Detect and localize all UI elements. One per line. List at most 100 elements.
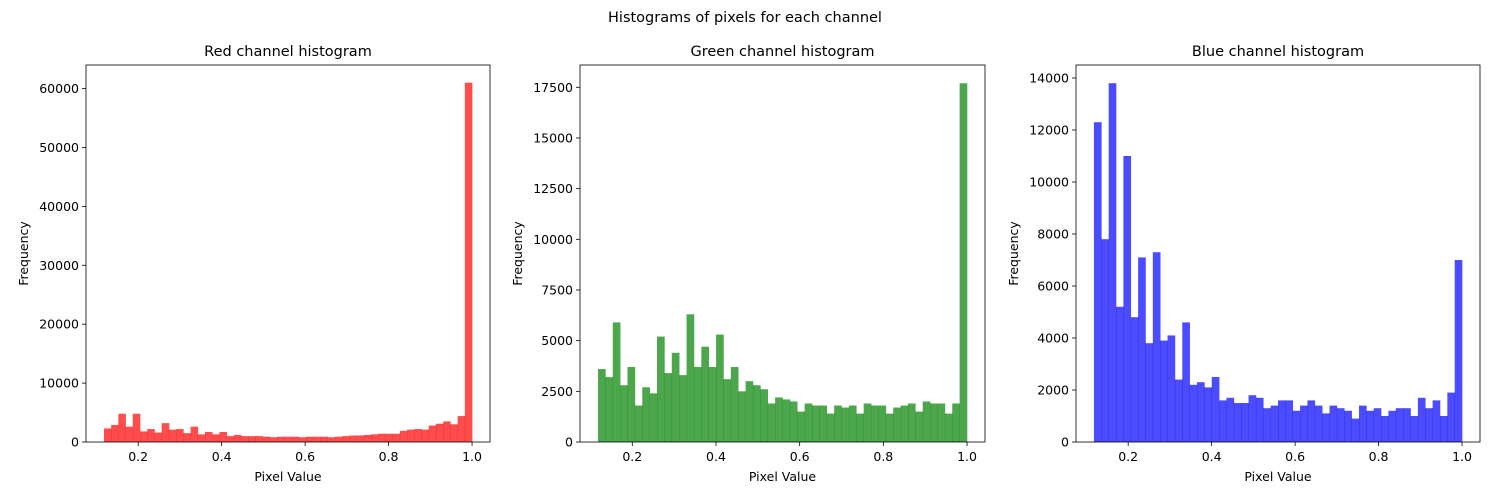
red-bar-35 (356, 435, 365, 442)
blue-y-tick-label-4: 8000 (1037, 227, 1069, 242)
blue-bar-15 (1204, 387, 1213, 442)
red-bar-47 (443, 421, 451, 442)
blue-bar-24 (1270, 405, 1279, 442)
green-bar-26 (789, 401, 798, 442)
red-x-tick-label-0: 0.2 (128, 449, 148, 464)
red-bar-39 (385, 433, 393, 442)
red-bar-44 (421, 429, 430, 442)
red-bar-1 (111, 424, 119, 442)
green-bar-20 (745, 381, 754, 442)
blue-chart-title: Blue channel histogram (1192, 44, 1364, 60)
blue-y-tick-label-2: 4000 (1037, 331, 1069, 346)
blue-x-tick-label-0: 0.2 (1118, 449, 1138, 464)
blue-bar-29 (1307, 400, 1316, 442)
blue-bar-4 (1123, 156, 1132, 442)
green-bar-41 (900, 405, 909, 442)
green-bar-16 (716, 334, 724, 442)
green-x-tick-label-3: 0.8 (873, 449, 893, 464)
red-bar-27 (298, 437, 307, 442)
green-bar-11 (679, 375, 687, 442)
blue-bar-32 (1329, 405, 1338, 442)
blue-x-axis-label: Pixel Value (1244, 469, 1312, 484)
blue-bar-5 (1130, 317, 1139, 442)
green-bar-27 (797, 411, 805, 442)
green-bar-21 (752, 385, 761, 442)
blue-bar-44 (1417, 397, 1426, 442)
green-bar-24 (775, 397, 783, 442)
red-bar-8 (161, 423, 170, 442)
blue-bar-23 (1263, 408, 1271, 442)
green-bar-12 (686, 314, 695, 442)
red-bar-50 (464, 82, 473, 443)
red-bar-19 (241, 436, 249, 442)
green-x-tick-label-1: 0.4 (706, 449, 726, 464)
green-bar-6 (642, 387, 650, 442)
blue-bar-12 (1182, 322, 1190, 442)
green-bar-9 (664, 373, 673, 442)
red-bar-30 (320, 436, 328, 442)
blue-bars (1093, 83, 1463, 442)
blue-bar-36 (1358, 405, 1367, 442)
blue-bar-6 (1138, 257, 1146, 442)
green-bar-32 (834, 405, 842, 442)
red-bar-11 (183, 433, 191, 442)
red-bar-10 (176, 429, 184, 442)
green-y-axis-label: Frequency (510, 221, 525, 286)
blue-bar-3 (1116, 306, 1124, 442)
red-y-tick-label-6: 60000 (39, 81, 79, 96)
blue-bar-1 (1101, 239, 1109, 442)
green-bar-2 (612, 322, 621, 442)
green-bar-43 (915, 411, 924, 442)
red-bar-24 (277, 436, 285, 442)
green-x-tick-label-4: 1.0 (957, 449, 977, 464)
green-bar-7 (649, 393, 658, 442)
blue-bar-45 (1425, 408, 1433, 442)
blue-y-axis-label: Frequency (1006, 221, 1021, 286)
green-bar-19 (738, 391, 746, 442)
green-bar-1 (605, 377, 614, 442)
blue-channel-chart: 0.2 0.4 0.6 0.8 1.0 0 2000 4000 6000 8000 10000 120… (1006, 44, 1481, 484)
blue-bar-28 (1300, 405, 1308, 442)
blue-bar-43 (1410, 416, 1419, 442)
blue-bar-47 (1439, 416, 1448, 442)
green-bar-38 (878, 405, 887, 442)
green-x-tick-label-2: 0.6 (790, 449, 810, 464)
red-bar-41 (399, 430, 408, 442)
green-y-tick-label-7: 17500 (533, 80, 573, 95)
blue-y-tick-label-0: 0 (1061, 435, 1069, 450)
green-y-tick-label-1: 2500 (541, 384, 573, 399)
green-bar-39 (885, 413, 894, 442)
green-x-axis-label: Pixel Value (749, 469, 817, 484)
green-y-tick-label-6: 15000 (533, 130, 573, 145)
blue-bar-40 (1388, 410, 1397, 442)
red-bar-46 (435, 423, 444, 442)
green-bar-25 (782, 399, 791, 442)
red-bar-26 (291, 436, 300, 442)
green-chart-title: Green channel histogram (690, 44, 874, 60)
red-bar-17 (226, 436, 235, 442)
red-bar-40 (392, 433, 401, 442)
red-bar-16 (219, 431, 227, 442)
blue-bar-18 (1226, 397, 1235, 442)
red-bar-6 (147, 429, 155, 442)
green-bar-42 (907, 403, 916, 442)
red-bar-25 (284, 436, 292, 442)
blue-bar-21 (1248, 395, 1257, 442)
red-bar-29 (313, 436, 321, 442)
blue-x-tick-label-1: 0.4 (1202, 449, 1222, 464)
red-channel-chart: 0.2 0.4 0.6 0.8 1.0 0 10000 20000 30000 40000 5000… (16, 44, 491, 484)
blue-bar-10 (1167, 335, 1176, 442)
green-y-tick-label-4: 10000 (533, 232, 573, 247)
red-bar-23 (269, 437, 278, 442)
green-bar-36 (863, 403, 872, 442)
red-bar-45 (428, 425, 437, 442)
red-x-tick-label-2: 0.6 (295, 449, 315, 464)
blue-bar-20 (1241, 403, 1249, 442)
blue-y-tick-label-1: 2000 (1037, 383, 1069, 398)
green-bar-47 (944, 413, 953, 442)
green-bar-5 (634, 405, 643, 442)
blue-bar-16 (1211, 377, 1220, 442)
green-y-tick-label-0: 0 (565, 435, 573, 450)
green-x-tick-label-0: 0.2 (622, 449, 642, 464)
green-bars (597, 83, 968, 443)
